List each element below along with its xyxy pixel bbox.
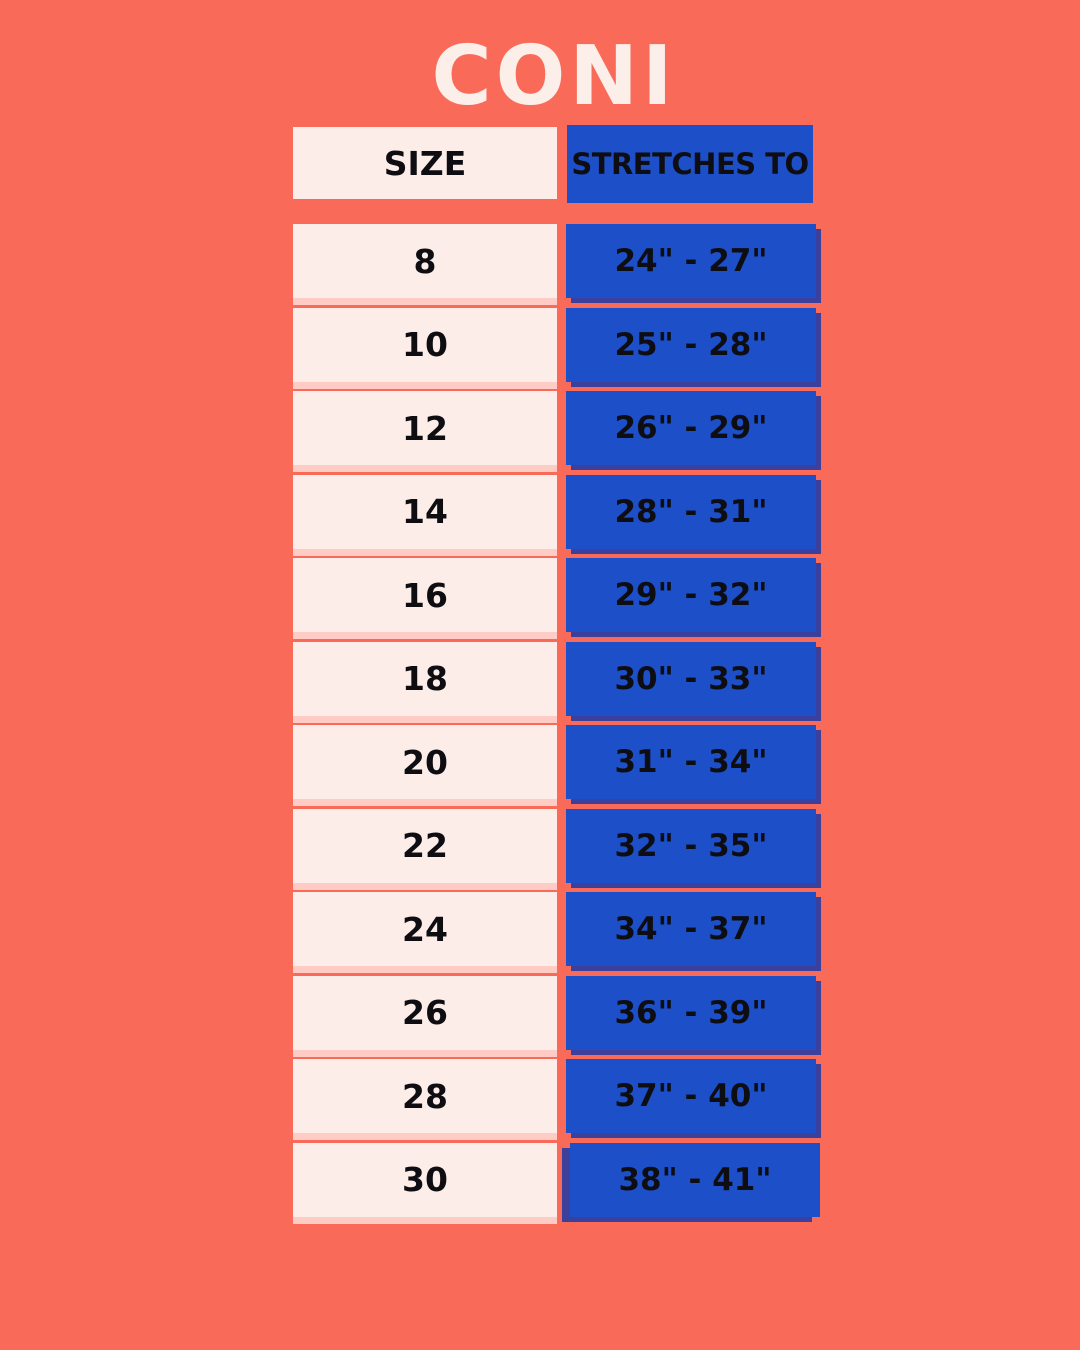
size-cell: 10 (293, 307, 557, 382)
size-cell: 26 (293, 975, 557, 1050)
table-row: 18 30" - 33" (0, 641, 1080, 716)
table-row: 8 24" - 27" (0, 224, 1080, 298)
stretches-to-cell: 28" - 31" (566, 474, 816, 549)
table-row: 30 38" - 41" (0, 1142, 1080, 1217)
stretches-to-cell: 25" - 28" (566, 307, 816, 382)
table-row: 20 31" - 34" (0, 725, 1080, 799)
stretches-to-cell: 37" - 40" (566, 1059, 816, 1133)
size-cell: 18 (293, 641, 557, 716)
size-cell: 16 (293, 558, 557, 632)
stretches-to-cell: 24" - 27" (566, 224, 816, 298)
stretches-to-cell: 34" - 37" (566, 892, 816, 966)
stretches-to-cell: 29" - 32" (566, 558, 816, 632)
table-row: 10 25" - 28" (0, 307, 1080, 382)
size-cell: 28 (293, 1059, 557, 1133)
size-cell: 22 (293, 808, 557, 883)
table-row: 16 29" - 32" (0, 558, 1080, 632)
table-row: 26 36" - 39" (0, 975, 1080, 1050)
stretches-to-cell: 32" - 35" (566, 808, 816, 883)
column-header-size: SIZE (293, 127, 557, 199)
stretches-to-cell: 36" - 39" (566, 975, 816, 1050)
stretches-to-cell: 31" - 34" (566, 725, 816, 799)
stretches-to-cell: 30" - 33" (566, 641, 816, 716)
size-cell: 30 (293, 1142, 557, 1217)
column-header-stretches-to: STRETCHES TO (567, 125, 813, 203)
table-row: 22 32" - 35" (0, 808, 1080, 883)
size-cell: 12 (293, 391, 557, 465)
table-row: 12 26" - 29" (0, 391, 1080, 465)
stretches-to-cell: 38" - 41" (570, 1142, 820, 1217)
table-row: 14 28" - 31" (0, 474, 1080, 549)
size-cell: 14 (293, 474, 557, 549)
brand-title: CONI (431, 29, 677, 124)
stretches-to-cell: 26" - 29" (566, 391, 816, 465)
size-cell: 20 (293, 725, 557, 799)
table-body: 8 24" - 27" 10 25" - 28" 12 26" - 29" 14… (0, 224, 1080, 1217)
size-cell: 24 (293, 892, 557, 966)
table-row: 24 34" - 37" (0, 892, 1080, 966)
size-cell: 8 (293, 224, 557, 298)
table-row: 28 37" - 40" (0, 1059, 1080, 1133)
